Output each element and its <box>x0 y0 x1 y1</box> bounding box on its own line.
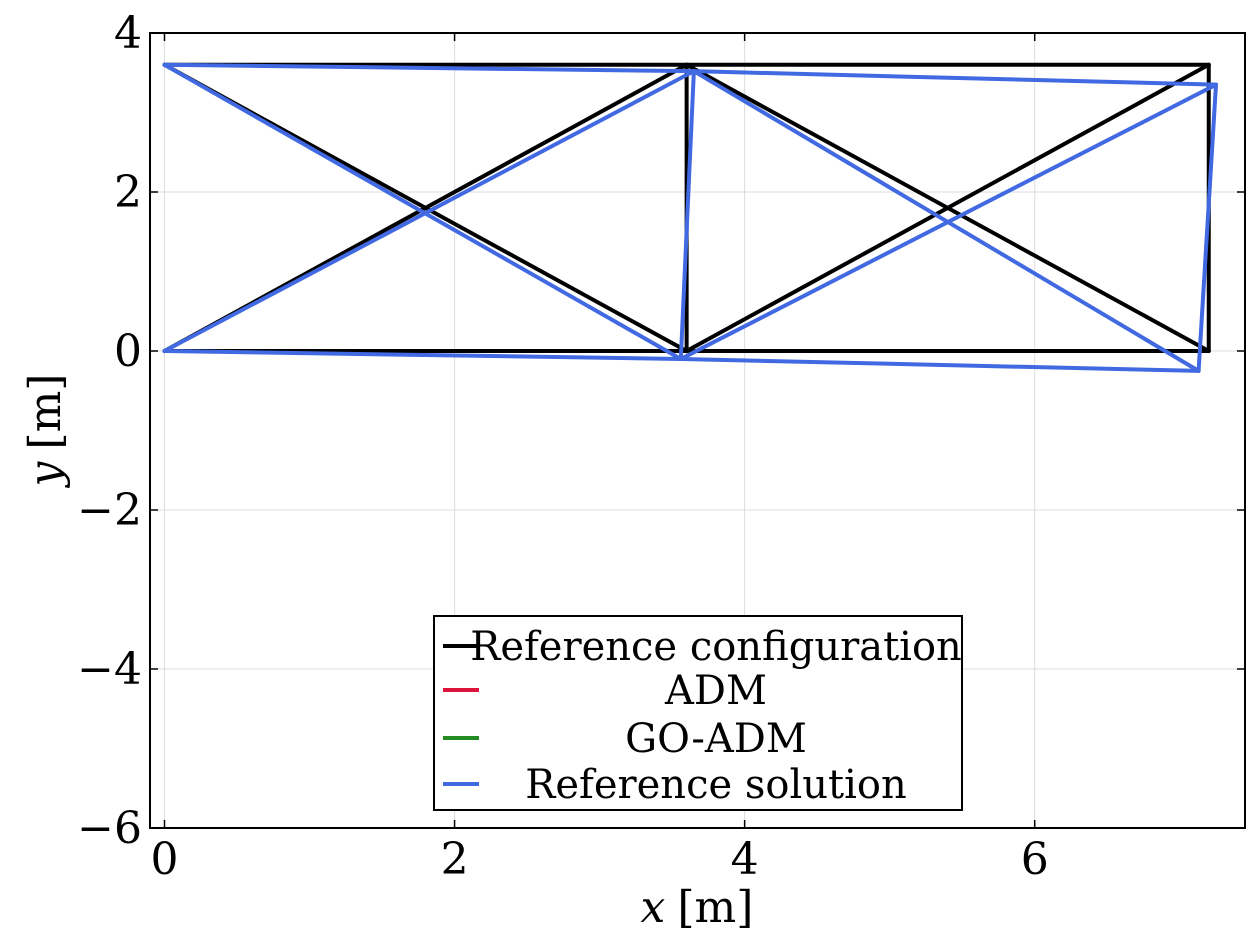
legend-label-reference-configuration: Reference configuration <box>470 624 962 670</box>
y-axis-var: y <box>20 460 71 488</box>
truss-member <box>162 62 683 361</box>
legend: Reference configuration ADM GO-ADM Refer… <box>433 615 963 811</box>
truss-member <box>691 69 1218 87</box>
y-tick-label: 4 <box>114 8 142 59</box>
y-tick-label: −4 <box>77 644 142 695</box>
truss-member <box>691 69 1201 373</box>
truss-member <box>162 69 696 353</box>
x-tick-label: 4 <box>731 834 759 885</box>
x-axis-unit: [m] <box>677 882 753 933</box>
truss-member <box>678 69 696 361</box>
legend-label-adm: ADM <box>664 668 767 714</box>
x-tick-label: 2 <box>441 834 469 885</box>
plot-series <box>162 62 1218 373</box>
y-tick-label: −2 <box>77 485 142 536</box>
series-reference-solution <box>162 62 1218 373</box>
x-tick-label: 0 <box>151 834 179 885</box>
axis-ticks: 0 2 4 6 4 2 0 −2 −4 −6 <box>77 8 1245 885</box>
x-tick-label: 6 <box>1021 834 1049 885</box>
plot-frame <box>149 32 1246 829</box>
legend-box <box>433 615 963 811</box>
x-axis-var: x <box>641 882 666 933</box>
y-axis-unit: [m] <box>20 374 71 450</box>
y-tick-label: 0 <box>114 326 142 377</box>
legend-label-go-adm: GO-ADM <box>625 716 807 762</box>
truss-member <box>678 356 1201 373</box>
truss-member <box>162 62 696 74</box>
legend-label-reference-solution: Reference solution <box>525 762 906 808</box>
truss-member <box>162 349 683 361</box>
y-tick-label: −6 <box>77 803 142 854</box>
y-axis-label: y [m] <box>20 374 71 489</box>
truss-member <box>684 62 1211 353</box>
truss-member <box>1196 82 1218 373</box>
y-tick-label: 2 <box>114 167 142 218</box>
x-axis-label: x [m] <box>641 882 754 933</box>
